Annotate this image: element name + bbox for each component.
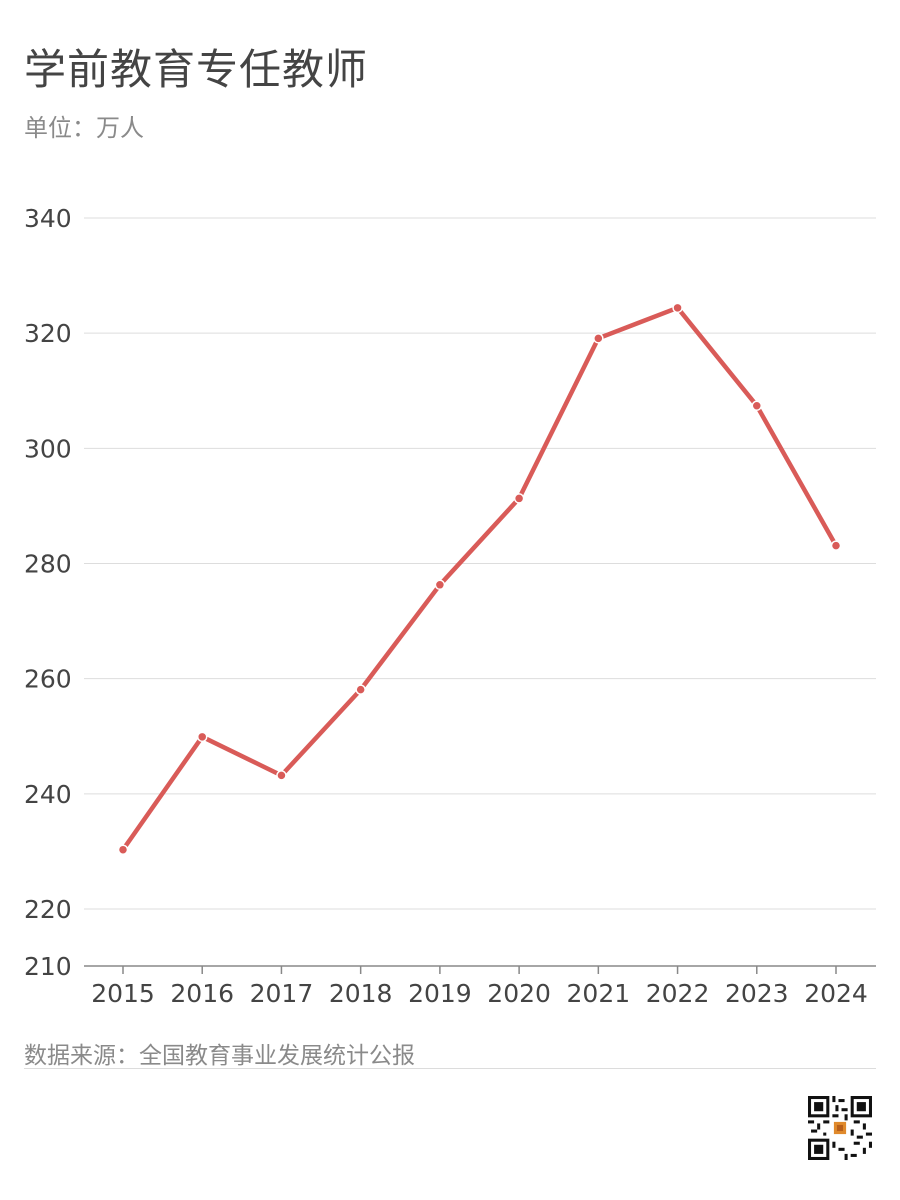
data-point — [513, 493, 525, 504]
x-tick-label: 2017 — [250, 979, 314, 1008]
x-tick-label: 2018 — [329, 979, 393, 1008]
line-chart: 210 220 240 260 280 300 320 340 2015 2016 2017 2018… — [24, 204, 876, 1008]
series-line — [120, 305, 839, 852]
y-tick-label: 260 — [24, 665, 72, 694]
data-point — [276, 770, 287, 781]
x-tick-label: 2020 — [487, 979, 551, 1008]
y-tick-label: 220 — [24, 895, 72, 924]
qr-code-icon — [808, 1096, 872, 1160]
x-tick-label: 2022 — [646, 979, 710, 1008]
data-point — [355, 684, 366, 695]
data-point — [593, 333, 604, 344]
x-tick-label: 2015 — [91, 979, 155, 1008]
source-note: 数据来源：全国教育事业发展统计公报 — [24, 1043, 415, 1069]
x-tick-label: 2021 — [567, 979, 631, 1008]
data-point — [117, 844, 129, 855]
y-tick-label: 240 — [24, 780, 72, 809]
unit-label: 单位：万人 — [24, 114, 144, 142]
x-tick-label: 2024 — [804, 979, 868, 1008]
y-tick-label: 210 — [24, 952, 72, 981]
x-tick-label: 2023 — [725, 979, 789, 1008]
data-point — [196, 731, 208, 743]
x-tick-label: 2016 — [170, 979, 234, 1008]
chart-title: 学前教育专任教师 — [24, 45, 369, 94]
data-point — [830, 540, 842, 551]
data-point — [751, 400, 763, 411]
y-tick-label: 280 — [24, 550, 72, 579]
x-tick-label: 2019 — [408, 979, 472, 1008]
y-tick-label: 320 — [24, 319, 72, 348]
source-divider — [24, 1068, 876, 1069]
data-point — [434, 579, 446, 591]
y-tick-label: 300 — [24, 434, 72, 463]
data-point — [672, 302, 683, 314]
y-tick-label: 340 — [24, 204, 72, 233]
